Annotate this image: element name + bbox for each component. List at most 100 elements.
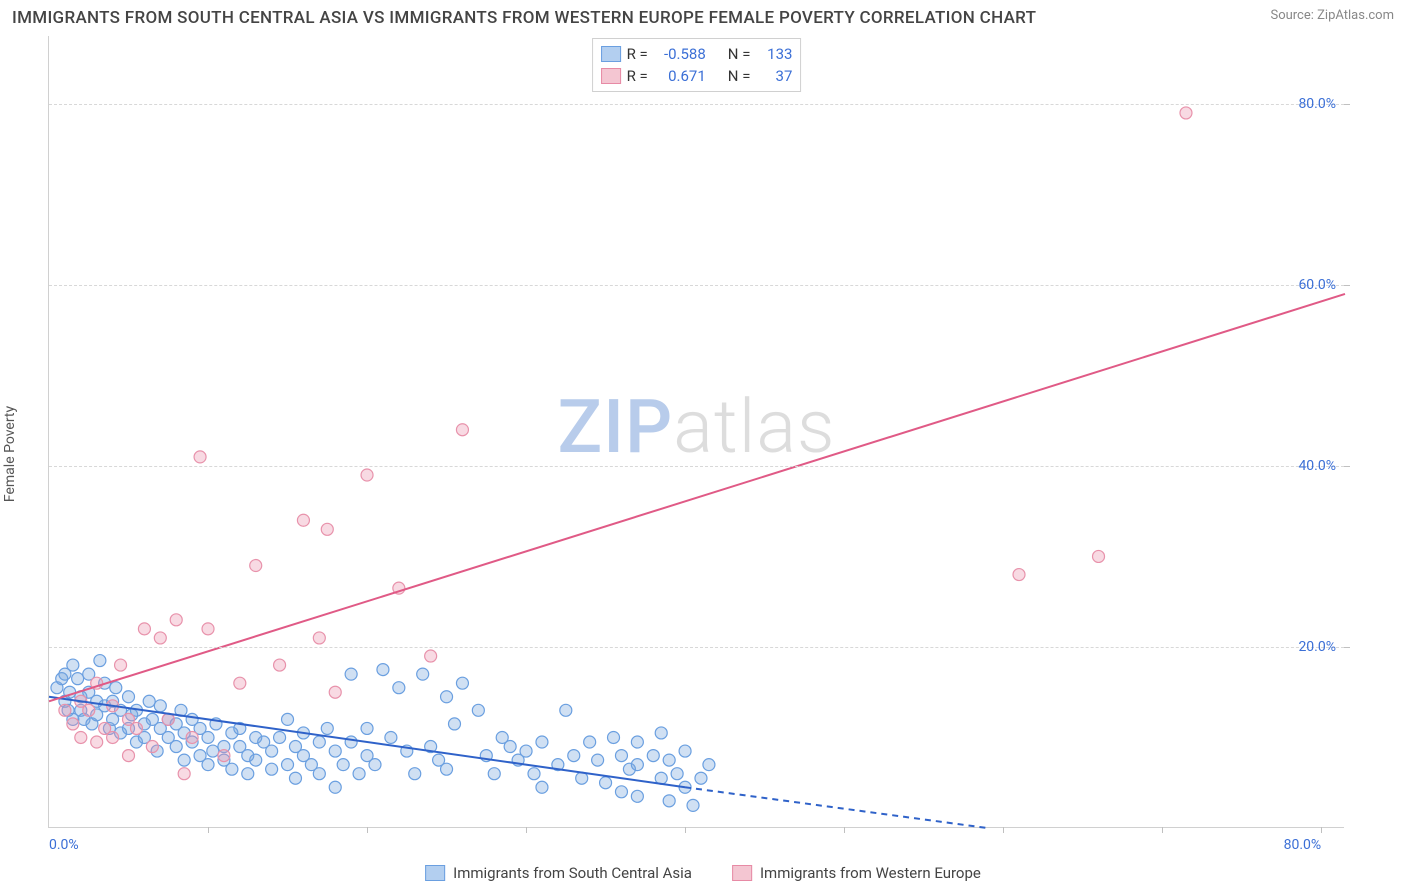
data-point-sca [72,673,84,685]
data-point-sca [631,736,643,748]
data-point-we [130,722,142,734]
legend-swatch-sca [425,865,445,881]
data-point-sca [385,731,397,743]
data-point-sca [417,668,429,680]
data-point-sca [409,768,421,780]
data-point-sca [329,781,341,793]
data-point-sca [369,759,381,771]
data-point-we [178,768,190,780]
data-point-we [250,560,262,572]
gridline [49,104,1344,105]
data-point-sca [520,745,532,757]
data-point-sca [536,781,548,793]
data-point-sca [226,763,238,775]
data-point-sca [615,750,627,762]
data-point-sca [703,759,715,771]
title-bar: IMMIGRANTS FROM SOUTH CENTRAL ASIA VS IM… [12,8,1394,28]
data-point-sca [600,777,612,789]
stats-r-value: -0.588 [654,43,706,65]
trend-line-we [49,294,1345,701]
source-attribution: Source: ZipAtlas.com [1270,8,1394,23]
gridline [49,647,1344,648]
data-point-we [115,659,127,671]
data-point-sca [207,745,219,757]
stats-r-label: R = [627,65,648,87]
data-point-we [274,659,286,671]
data-point-we [83,704,95,716]
y-tick-label: 60.0% [1298,277,1336,293]
data-point-sca [353,768,365,780]
data-point-sca [202,759,214,771]
stats-n-label: N = [728,65,751,87]
data-point-sca [282,713,294,725]
chart-svg [49,36,1344,827]
data-point-sca [282,759,294,771]
data-point-sca [321,722,333,734]
x-tick-mark [367,827,368,833]
data-point-we [146,741,158,753]
data-point-sca [655,727,667,739]
data-point-we [123,750,135,762]
data-point-sca [528,768,540,780]
data-point-sca [631,790,643,802]
data-point-sca [329,745,341,757]
data-point-sca [679,745,691,757]
legend-label: Immigrants from South Central Asia [453,864,692,882]
data-point-sca [504,741,516,753]
trend-line-dash-sca [685,787,987,828]
data-point-sca [687,799,699,811]
data-point-sca [448,718,460,730]
gridline [49,466,1344,467]
data-point-sca [345,736,357,748]
data-point-sca [608,731,620,743]
data-point-sca [488,768,500,780]
x-tick-mark [844,827,845,833]
data-point-we [59,704,71,716]
data-point-sca [274,731,286,743]
y-axis-label: Female Poverty [2,406,18,502]
data-point-sca [250,754,262,766]
data-point-we [170,614,182,626]
data-point-sca [536,736,548,748]
data-point-we [107,731,119,743]
data-point-sca [592,754,604,766]
data-point-we [1093,550,1105,562]
data-point-sca [456,677,468,689]
x-tick-label: 80.0% [1284,837,1322,853]
data-point-we [425,650,437,662]
x-tick-mark [1162,827,1163,833]
x-tick-mark [526,827,527,833]
x-tick-mark [1321,827,1322,833]
data-point-sca [289,772,301,784]
y-tick-label: 80.0% [1298,96,1336,112]
chart-container: IMMIGRANTS FROM SOUTH CENTRAL ASIA VS IM… [0,0,1406,892]
data-point-sca [695,772,707,784]
data-point-we [1013,569,1025,581]
data-point-sca [615,786,627,798]
bottom-legend: Immigrants from South Central Asia Immigr… [425,864,981,882]
legend-item-we: Immigrants from Western Europe [732,864,981,882]
data-point-we [91,736,103,748]
data-point-sca [337,759,349,771]
legend-swatch-we [601,68,621,84]
data-point-sca [568,750,580,762]
data-point-sca [377,664,389,676]
data-point-we [75,731,87,743]
data-point-sca [631,759,643,771]
data-point-sca [663,795,675,807]
legend-item-sca: Immigrants from South Central Asia [425,864,692,882]
x-tick-label: 0.0% [49,837,79,853]
data-point-we [186,731,198,743]
y-tick-mark [1344,647,1350,648]
data-point-we [297,514,309,526]
data-point-sca [345,668,357,680]
data-point-sca [67,659,79,671]
data-point-sca [361,722,373,734]
x-tick-mark [1003,827,1004,833]
gridline [49,285,1344,286]
data-point-sca [242,768,254,780]
data-point-we [218,750,230,762]
data-point-sca [560,704,572,716]
stats-legend: R =-0.588N =133R =0.671N =37 [592,38,802,92]
data-point-sca [94,655,106,667]
